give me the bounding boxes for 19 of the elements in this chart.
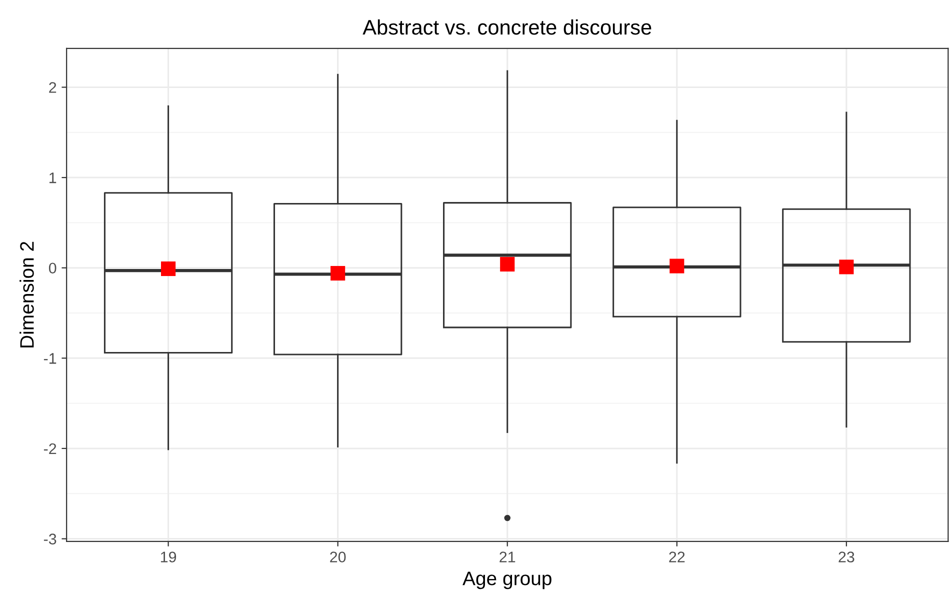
x-tick-label: 20	[330, 552, 346, 562]
y-tick-label: -3	[44, 534, 56, 544]
chart-title: Abstract vs. concrete discourse	[362, 19, 652, 35]
y-axis-title: Dimension 2	[20, 242, 34, 348]
x-tick-label: 21	[500, 552, 516, 562]
x-tick-label: 22	[669, 552, 685, 562]
x-axis-title: Age group	[462, 572, 552, 590]
point	[161, 261, 176, 276]
y-tick-label: -1	[44, 353, 56, 364]
y-tick-label: 1	[50, 172, 56, 184]
point	[839, 260, 854, 274]
y-tick-label: 0	[48, 262, 56, 274]
x-tick-label: 23	[838, 552, 854, 562]
point	[500, 256, 515, 272]
x-tick-label: 19	[160, 552, 176, 562]
point	[330, 266, 346, 281]
y-tick-label: -2	[44, 443, 56, 454]
point	[670, 258, 684, 274]
y-tick-label: 2	[49, 82, 56, 93]
